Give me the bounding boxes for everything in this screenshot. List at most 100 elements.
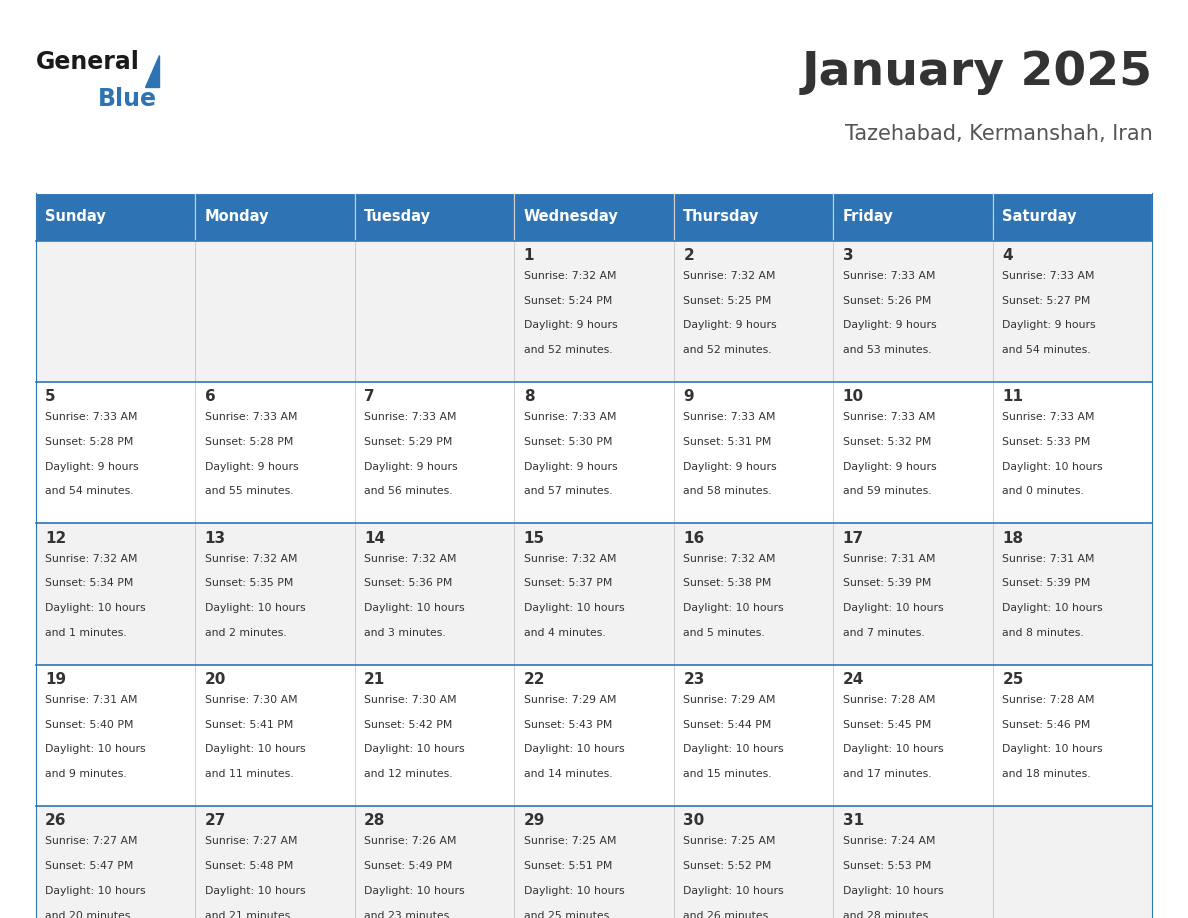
Text: 21: 21	[365, 672, 385, 687]
Bar	[993, 193, 1152, 241]
Text: Sunrise: 7:29 AM: Sunrise: 7:29 AM	[524, 695, 617, 705]
Bar	[195, 193, 355, 241]
Bar	[993, 523, 1152, 665]
Bar	[833, 241, 993, 382]
Bar	[514, 806, 674, 918]
Text: 25: 25	[1003, 672, 1024, 687]
Text: and 15 minutes.: and 15 minutes.	[683, 769, 772, 779]
Text: Daylight: 9 hours: Daylight: 9 hours	[524, 320, 618, 330]
Text: Daylight: 10 hours: Daylight: 10 hours	[683, 886, 784, 896]
Bar	[514, 382, 674, 523]
Text: Sunrise: 7:31 AM: Sunrise: 7:31 AM	[45, 695, 138, 705]
Text: and 57 minutes.: and 57 minutes.	[524, 487, 612, 497]
Bar	[355, 382, 514, 523]
Text: Daylight: 9 hours: Daylight: 9 hours	[1003, 320, 1097, 330]
Text: Saturday: Saturday	[1003, 209, 1076, 224]
Text: Sunrise: 7:32 AM: Sunrise: 7:32 AM	[524, 554, 617, 564]
Text: Sunrise: 7:33 AM: Sunrise: 7:33 AM	[842, 271, 935, 281]
Text: Sunrise: 7:32 AM: Sunrise: 7:32 AM	[683, 554, 776, 564]
Text: Thursday: Thursday	[683, 209, 759, 224]
Text: and 18 minutes.: and 18 minutes.	[1003, 769, 1091, 779]
Text: Daylight: 9 hours: Daylight: 9 hours	[842, 462, 936, 472]
Text: 24: 24	[842, 672, 864, 687]
Bar	[355, 806, 514, 918]
Text: Sunset: 5:34 PM: Sunset: 5:34 PM	[45, 578, 133, 588]
Text: Sunset: 5:47 PM: Sunset: 5:47 PM	[45, 861, 133, 871]
Text: 10: 10	[842, 389, 864, 404]
Text: Sunday: Sunday	[45, 209, 106, 224]
Text: Sunrise: 7:32 AM: Sunrise: 7:32 AM	[45, 554, 138, 564]
Text: and 28 minutes.: and 28 minutes.	[842, 911, 931, 918]
Text: and 7 minutes.: and 7 minutes.	[842, 628, 924, 638]
Text: 17: 17	[842, 531, 864, 545]
Text: Sunrise: 7:33 AM: Sunrise: 7:33 AM	[204, 412, 297, 422]
Text: 20: 20	[204, 672, 226, 687]
Text: 12: 12	[45, 531, 67, 545]
Text: and 17 minutes.: and 17 minutes.	[842, 769, 931, 779]
Bar	[674, 806, 833, 918]
Text: 3: 3	[842, 248, 853, 263]
Text: Sunset: 5:52 PM: Sunset: 5:52 PM	[683, 861, 772, 871]
Text: Daylight: 10 hours: Daylight: 10 hours	[365, 886, 465, 896]
Text: 4: 4	[1003, 248, 1013, 263]
Text: Sunrise: 7:32 AM: Sunrise: 7:32 AM	[683, 271, 776, 281]
Text: Sunset: 5:53 PM: Sunset: 5:53 PM	[842, 861, 931, 871]
Text: and 54 minutes.: and 54 minutes.	[45, 487, 134, 497]
Text: and 59 minutes.: and 59 minutes.	[842, 487, 931, 497]
Text: Sunset: 5:28 PM: Sunset: 5:28 PM	[45, 437, 133, 447]
Text: Sunrise: 7:29 AM: Sunrise: 7:29 AM	[683, 695, 776, 705]
Text: and 25 minutes.: and 25 minutes.	[524, 911, 612, 918]
Bar	[674, 665, 833, 806]
Text: Daylight: 10 hours: Daylight: 10 hours	[1003, 744, 1102, 755]
Bar	[195, 241, 355, 382]
Text: 13: 13	[204, 531, 226, 545]
Text: Daylight: 10 hours: Daylight: 10 hours	[524, 744, 625, 755]
Text: and 5 minutes.: and 5 minutes.	[683, 628, 765, 638]
Bar	[833, 523, 993, 665]
Text: Wednesday: Wednesday	[524, 209, 619, 224]
Text: Daylight: 9 hours: Daylight: 9 hours	[45, 462, 139, 472]
Text: Sunrise: 7:31 AM: Sunrise: 7:31 AM	[1003, 554, 1095, 564]
Text: Sunrise: 7:33 AM: Sunrise: 7:33 AM	[683, 412, 776, 422]
Text: 23: 23	[683, 672, 704, 687]
Text: 1: 1	[524, 248, 535, 263]
Text: Daylight: 10 hours: Daylight: 10 hours	[204, 744, 305, 755]
Text: Sunrise: 7:33 AM: Sunrise: 7:33 AM	[1003, 271, 1095, 281]
Text: and 12 minutes.: and 12 minutes.	[365, 769, 453, 779]
Text: Sunset: 5:36 PM: Sunset: 5:36 PM	[365, 578, 453, 588]
Text: and 55 minutes.: and 55 minutes.	[204, 487, 293, 497]
Text: and 58 minutes.: and 58 minutes.	[683, 487, 772, 497]
Text: Sunset: 5:39 PM: Sunset: 5:39 PM	[842, 578, 931, 588]
Text: and 53 minutes.: and 53 minutes.	[842, 345, 931, 355]
Text: Sunrise: 7:33 AM: Sunrise: 7:33 AM	[524, 412, 617, 422]
Text: Sunrise: 7:28 AM: Sunrise: 7:28 AM	[1003, 695, 1095, 705]
Text: 16: 16	[683, 531, 704, 545]
Text: 7: 7	[365, 389, 375, 404]
Text: and 3 minutes.: and 3 minutes.	[365, 628, 446, 638]
Bar	[833, 806, 993, 918]
Text: Sunset: 5:25 PM: Sunset: 5:25 PM	[683, 296, 772, 306]
Bar	[993, 382, 1152, 523]
Bar	[195, 382, 355, 523]
Polygon shape	[145, 55, 159, 87]
Bar	[195, 806, 355, 918]
Text: Daylight: 10 hours: Daylight: 10 hours	[1003, 462, 1102, 472]
Text: 8: 8	[524, 389, 535, 404]
Text: and 52 minutes.: and 52 minutes.	[524, 345, 612, 355]
Text: Daylight: 10 hours: Daylight: 10 hours	[842, 603, 943, 613]
Text: Sunset: 5:28 PM: Sunset: 5:28 PM	[204, 437, 293, 447]
Bar	[195, 523, 355, 665]
Text: General: General	[36, 50, 139, 74]
Text: Sunset: 5:29 PM: Sunset: 5:29 PM	[365, 437, 453, 447]
Bar	[36, 523, 195, 665]
Bar	[674, 241, 833, 382]
Text: 5: 5	[45, 389, 56, 404]
Text: Sunrise: 7:27 AM: Sunrise: 7:27 AM	[204, 836, 297, 846]
Text: 22: 22	[524, 672, 545, 687]
Text: Sunset: 5:43 PM: Sunset: 5:43 PM	[524, 720, 612, 730]
Text: Daylight: 10 hours: Daylight: 10 hours	[1003, 603, 1102, 613]
Text: Friday: Friday	[842, 209, 893, 224]
Text: and 54 minutes.: and 54 minutes.	[1003, 345, 1091, 355]
Text: 26: 26	[45, 813, 67, 828]
Text: 14: 14	[365, 531, 385, 545]
